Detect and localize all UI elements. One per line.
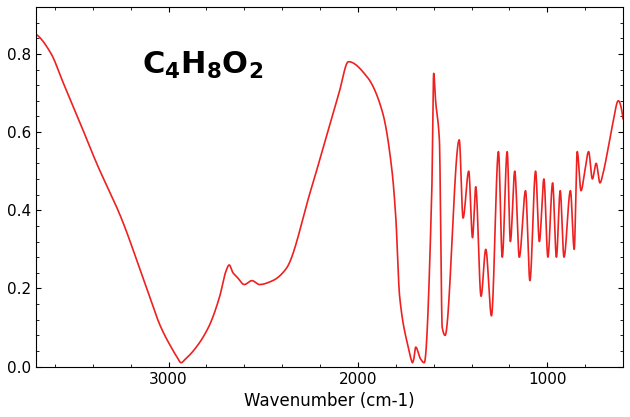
Text: $\mathbf{C_4H_8O_2}$: $\mathbf{C_4H_8O_2}$ [142,50,263,81]
X-axis label: Wavenumber (cm-1): Wavenumber (cm-1) [244,392,415,410]
